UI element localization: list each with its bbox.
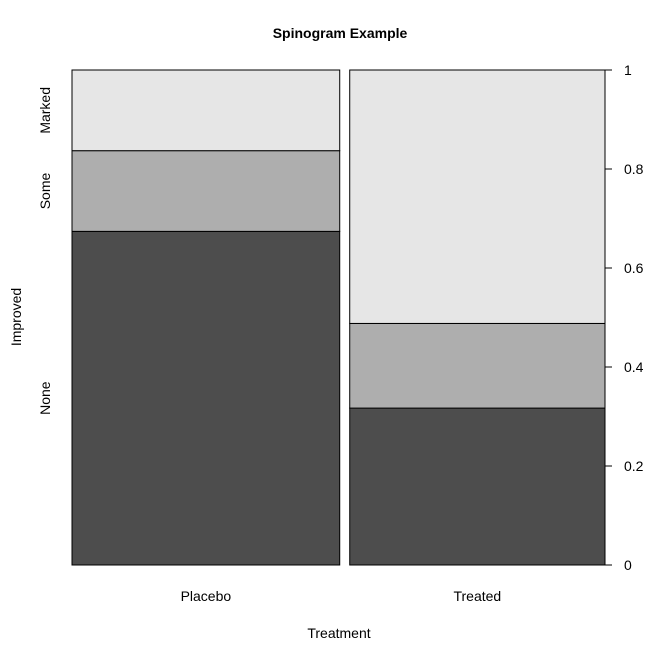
right-y-axis: 0 0.2 0.4 0.6 0.8 1 [604, 62, 644, 573]
y-axis-label: Improved [8, 288, 24, 346]
left-level-label: None [37, 381, 53, 415]
bar-treated-none [349, 407, 606, 566]
chart-title: Spinogram Example [273, 25, 408, 41]
bar-placebo-some [71, 150, 341, 232]
y-tick-label: 0 [624, 557, 632, 573]
bar-placebo-none [71, 230, 341, 566]
bar-treated-marked [349, 69, 606, 324]
x-tick-label: Treated [453, 588, 501, 604]
bar-placebo-marked [71, 69, 341, 152]
y-tick-label: 1 [624, 62, 632, 78]
bar-treated-some [349, 322, 606, 409]
left-level-label: Marked [37, 87, 53, 134]
y-tick-label: 0.8 [624, 161, 644, 177]
y-tick-label: 0.6 [624, 260, 644, 276]
y-tick-label: 0.2 [624, 458, 644, 474]
x-axis-label: Treatment [307, 625, 370, 641]
left-level-label: Some [37, 173, 53, 210]
x-tick-label: Placebo [181, 588, 232, 604]
y-tick-label: 0.4 [624, 359, 644, 375]
